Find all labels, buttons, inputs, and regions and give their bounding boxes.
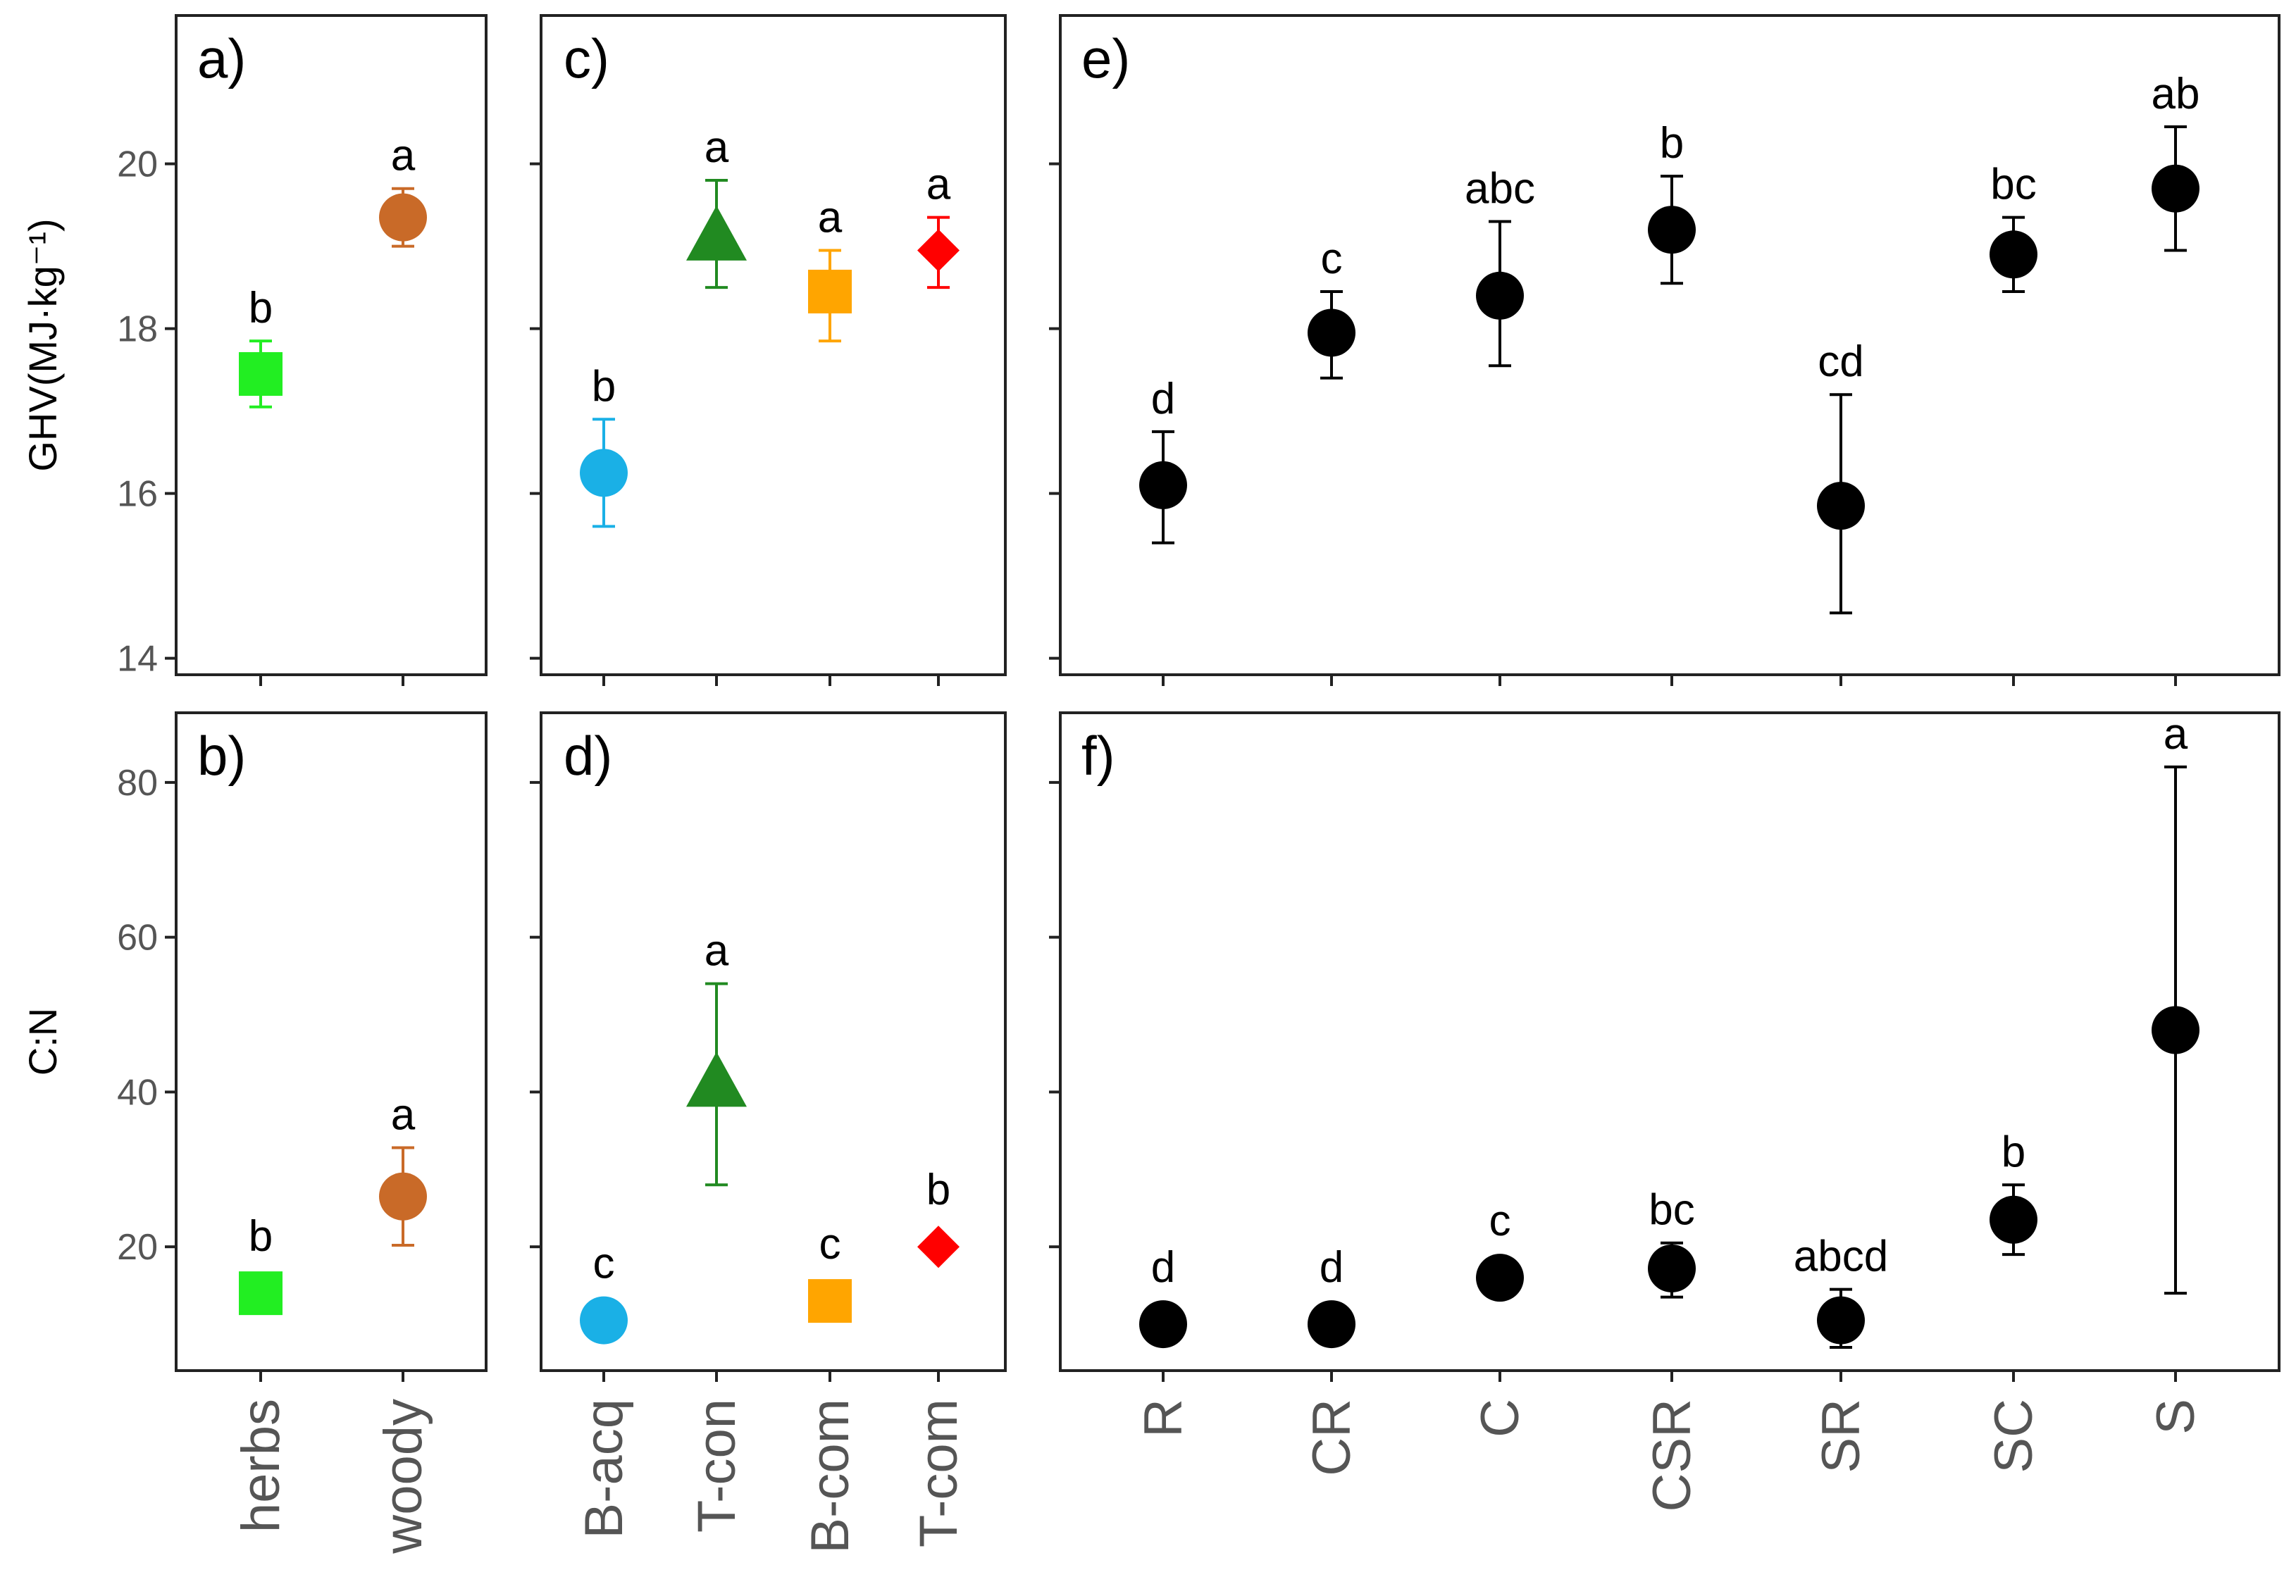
data-point [239, 1271, 283, 1316]
significance-letter: c [1321, 235, 1343, 283]
significance-letter: abcd [1794, 1233, 1888, 1281]
data-point [239, 351, 283, 396]
significance-letter: b [2002, 1128, 2025, 1176]
data-point [379, 193, 427, 242]
data-point [808, 269, 852, 313]
x-tick-label: R [1134, 1399, 1193, 1438]
data-point [1817, 482, 1865, 530]
y-axis-title: C:N [20, 1008, 65, 1076]
x-tick-label: woody [373, 1399, 433, 1554]
panel-frame [540, 711, 1007, 1372]
panel-label: e) [1081, 27, 1130, 89]
x-tick-label: B-acq [574, 1399, 634, 1539]
x-tick-label: SC [1984, 1399, 2044, 1473]
significance-letter: ab [2152, 70, 2200, 118]
y-tick-label: 40 [117, 1072, 158, 1113]
x-tick-label: S [2146, 1399, 2206, 1435]
x-tick-label: T-com [909, 1399, 969, 1547]
significance-letter: a [926, 161, 951, 209]
significance-letter: b [926, 1166, 950, 1214]
panel-label: c) [564, 27, 609, 89]
y-tick-label: 14 [117, 639, 158, 680]
data-point [1476, 271, 1524, 320]
panel-label: f) [1081, 725, 1115, 787]
data-point [1990, 1195, 2037, 1244]
panel-frame [175, 14, 488, 676]
panel-frame [175, 711, 488, 1372]
panel-a: 14 16 18 20 GHV(MJ·kg⁻¹) a) b a [20, 14, 488, 686]
data-point [1476, 1254, 1524, 1302]
y-tick-label: 20 [117, 144, 158, 185]
panel-label: a) [197, 27, 246, 89]
data-point [917, 229, 960, 272]
significance-letter: a [391, 132, 416, 180]
data-point [379, 1172, 427, 1221]
data-point [1648, 206, 1696, 254]
significance-letter: cd [1818, 337, 1863, 386]
significance-letter: a [818, 193, 843, 242]
panel-frame [1059, 711, 2281, 1372]
data-point [1648, 1244, 1696, 1292]
data-point [917, 1226, 960, 1268]
y-axis-title: GHV(MJ·kg⁻¹) [20, 218, 65, 471]
y-tick-label: 18 [117, 309, 158, 350]
significance-letter: c [819, 1220, 841, 1268]
data-point [686, 1052, 747, 1107]
data-point [686, 205, 747, 261]
panel-c: c) b a a a [530, 14, 1007, 686]
x-tick-label: B-com [800, 1399, 860, 1554]
data-point [580, 449, 628, 497]
panel-label: b) [197, 725, 246, 787]
x-tick-label: CR [1302, 1399, 1362, 1476]
data-point [1990, 230, 2037, 279]
x-tick-label: herbs [231, 1399, 291, 1533]
y-tick-label: 16 [117, 474, 158, 515]
x-tick-label: CSR [1642, 1399, 1702, 1511]
significance-letter: c [1489, 1197, 1511, 1245]
significance-letter: d [1320, 1243, 1344, 1292]
panel-e: e) d c abc b cd bc ab [1049, 14, 2281, 686]
significance-letter: d [1151, 375, 1175, 423]
panel-f: R CR C CSR SR SC Sf) d d c bc abcd b a [1049, 710, 2281, 1511]
data-point [808, 1279, 852, 1323]
significance-letter: a [2164, 710, 2188, 759]
significance-letter: bc [1990, 161, 2036, 209]
significance-letter: a [705, 123, 729, 172]
significance-letter: a [705, 927, 729, 975]
data-point [1139, 461, 1187, 509]
significance-letter: b [249, 1212, 273, 1261]
data-point [1308, 1300, 1355, 1349]
significance-letter: d [1151, 1243, 1175, 1292]
data-point [1817, 1296, 1865, 1345]
significance-letter: abc [1465, 165, 1535, 213]
significance-letter: b [1660, 119, 1684, 168]
panel-frame [540, 14, 1007, 676]
significance-letter: b [592, 362, 616, 411]
y-tick-label: 80 [117, 763, 158, 804]
data-point [2152, 164, 2199, 213]
data-point [1308, 308, 1355, 357]
data-point [580, 1296, 628, 1345]
y-tick-label: 60 [117, 918, 158, 959]
panel-frame [1059, 14, 2281, 676]
y-tick-label: 20 [117, 1227, 158, 1268]
significance-letter: a [391, 1091, 416, 1140]
data-point [2152, 1006, 2199, 1054]
x-tick-label: C [1470, 1399, 1530, 1438]
x-tick-label: T-con [687, 1399, 747, 1533]
panel-d: B-acq T-con B-com T-com d) c a c b [530, 711, 1007, 1554]
significance-letter: bc [1649, 1186, 1694, 1235]
significance-letter: b [249, 284, 273, 332]
panel-label: d) [564, 725, 612, 787]
significance-letter: c [593, 1240, 615, 1288]
data-point [1139, 1300, 1187, 1349]
x-tick-label: SR [1811, 1399, 1871, 1473]
panel-b: 20 40 60 80 herbs woody C:N b) b a [20, 711, 488, 1554]
